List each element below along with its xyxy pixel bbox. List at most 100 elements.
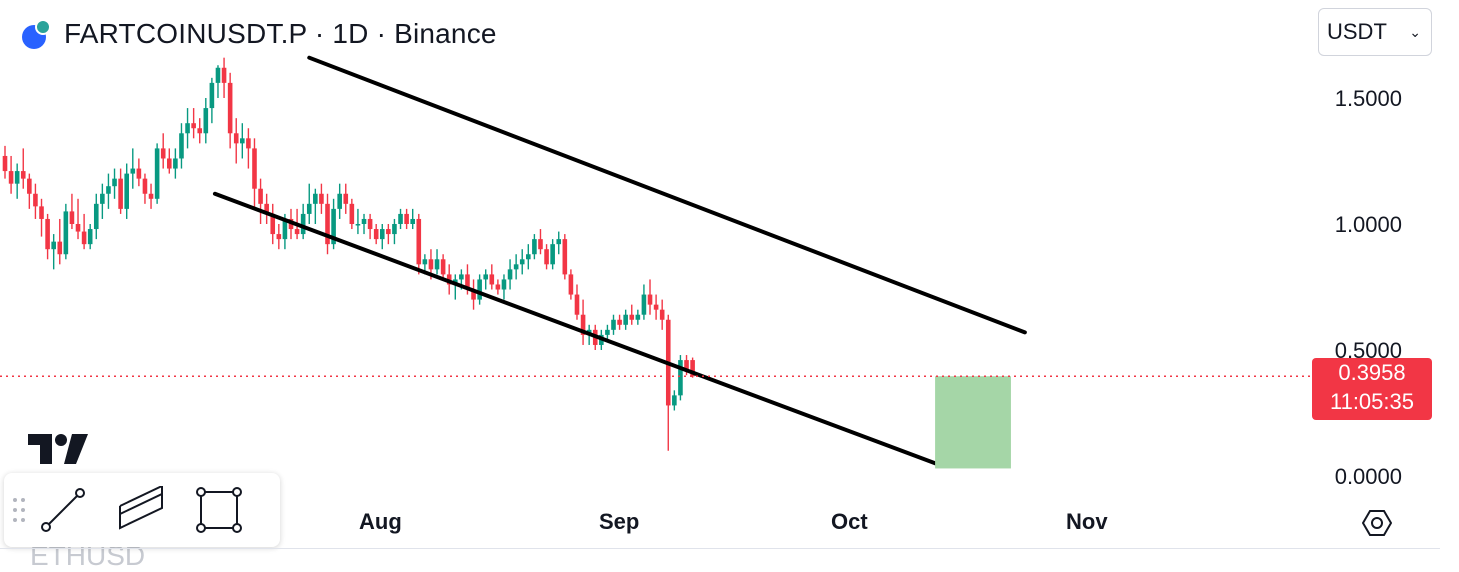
candle-body bbox=[367, 218, 373, 230]
candle-body bbox=[331, 208, 336, 245]
candle-body bbox=[519, 259, 525, 265]
candle-body bbox=[361, 218, 367, 224]
currency-select[interactable]: USDT ⌄ bbox=[1318, 8, 1432, 56]
candle-body bbox=[319, 193, 324, 204]
candle-body bbox=[617, 319, 622, 325]
candle-body bbox=[489, 274, 495, 285]
candle-body bbox=[690, 360, 695, 377]
candle-body bbox=[227, 82, 233, 134]
candle-body bbox=[513, 264, 519, 270]
candle-body bbox=[112, 178, 117, 187]
candle-body bbox=[14, 171, 20, 184]
candle-body bbox=[337, 193, 342, 209]
candle-body bbox=[20, 171, 26, 179]
candle-body bbox=[507, 269, 513, 280]
candle-body bbox=[501, 279, 507, 290]
rectangle-tool-button[interactable] bbox=[190, 481, 248, 539]
candle-body bbox=[495, 284, 501, 290]
candle-body bbox=[659, 309, 665, 320]
candle-body bbox=[343, 193, 349, 204]
candle-body bbox=[33, 193, 38, 207]
price-tick: 0.0000 bbox=[1334, 464, 1402, 489]
candle-body bbox=[282, 218, 288, 240]
candle-body bbox=[264, 203, 269, 214]
coin-logo-icon bbox=[22, 19, 52, 49]
candle-body bbox=[635, 314, 641, 320]
candle-body bbox=[166, 158, 172, 169]
candle-body bbox=[276, 234, 282, 240]
time-tick: Sep bbox=[599, 509, 640, 534]
bar-countdown: 11:05:35 bbox=[1329, 389, 1414, 414]
candle-body bbox=[550, 244, 555, 265]
tradingview-logo-icon[interactable] bbox=[28, 434, 90, 469]
candle-body bbox=[623, 314, 628, 325]
candle-body bbox=[57, 241, 63, 255]
drag-handle-icon[interactable] bbox=[4, 496, 34, 524]
candle-body bbox=[118, 178, 123, 209]
last-price-tag: 0.3958 11:05:35 bbox=[1312, 358, 1432, 420]
parallel-channel-tool-button[interactable] bbox=[112, 481, 170, 539]
candle-body bbox=[203, 108, 209, 134]
candle-body bbox=[379, 229, 385, 240]
candle-body bbox=[63, 211, 69, 255]
parallel-channel-icon bbox=[119, 486, 163, 530]
channel-lower-line[interactable] bbox=[212, 191, 945, 468]
time-scale-border bbox=[0, 548, 1440, 549]
candle-body bbox=[574, 294, 580, 315]
candle-body bbox=[69, 211, 75, 224]
time-tick: Nov bbox=[1066, 509, 1108, 534]
candle-body bbox=[568, 274, 574, 295]
candle-body bbox=[373, 229, 379, 240]
candle-body bbox=[434, 259, 440, 270]
candle-body bbox=[160, 148, 166, 159]
candle-body bbox=[471, 289, 476, 300]
candles-layer bbox=[2, 57, 695, 451]
candle-body bbox=[684, 360, 689, 371]
candle-body bbox=[87, 229, 93, 245]
candle-body bbox=[355, 224, 361, 226]
rectangle-icon bbox=[196, 487, 242, 533]
candle-body bbox=[142, 178, 148, 194]
candle-body bbox=[27, 178, 32, 194]
candle-body bbox=[191, 123, 196, 129]
trend-line-tool-button[interactable] bbox=[34, 481, 92, 539]
candle-body bbox=[538, 239, 543, 250]
chevron-down-icon: ⌄ bbox=[1409, 23, 1421, 40]
candle-body bbox=[2, 155, 8, 172]
candle-body bbox=[154, 148, 160, 199]
projection-box[interactable] bbox=[935, 376, 1011, 469]
candle-body bbox=[221, 67, 227, 83]
trend-line-icon bbox=[41, 488, 85, 532]
price-tick: 1.5000 bbox=[1334, 86, 1402, 111]
symbol-title[interactable]: FARTCOINUSDT.P · 1D · Binance bbox=[64, 18, 497, 49]
candle-body bbox=[392, 224, 397, 235]
candle-body bbox=[51, 241, 56, 250]
candle-body bbox=[215, 67, 221, 83]
candle-body bbox=[270, 213, 276, 235]
channel-upper-line[interactable] bbox=[307, 55, 1027, 335]
candle-body bbox=[605, 329, 610, 335]
candle-body bbox=[465, 274, 470, 290]
candle-body bbox=[410, 218, 415, 224]
candle-body bbox=[325, 203, 330, 245]
candle-body bbox=[209, 82, 215, 109]
candle-body bbox=[483, 274, 489, 280]
price-tick: 1.0000 bbox=[1334, 212, 1402, 237]
candle-body bbox=[240, 138, 245, 144]
time-tick: Aug bbox=[359, 509, 402, 534]
candle-body bbox=[106, 186, 111, 194]
candle-body bbox=[45, 218, 50, 250]
candle-body bbox=[148, 193, 154, 199]
candle-body bbox=[124, 173, 129, 209]
candle-body bbox=[629, 314, 635, 320]
settings-hexagon-icon bbox=[1362, 510, 1392, 536]
candle-body bbox=[233, 133, 239, 144]
candle-body bbox=[179, 133, 184, 159]
candle-body bbox=[386, 229, 391, 235]
candle-body bbox=[39, 206, 44, 219]
chart-settings-button[interactable] bbox=[1358, 505, 1396, 541]
candle-body bbox=[653, 304, 659, 310]
candle-body bbox=[100, 193, 105, 204]
candle-body bbox=[349, 203, 355, 224]
